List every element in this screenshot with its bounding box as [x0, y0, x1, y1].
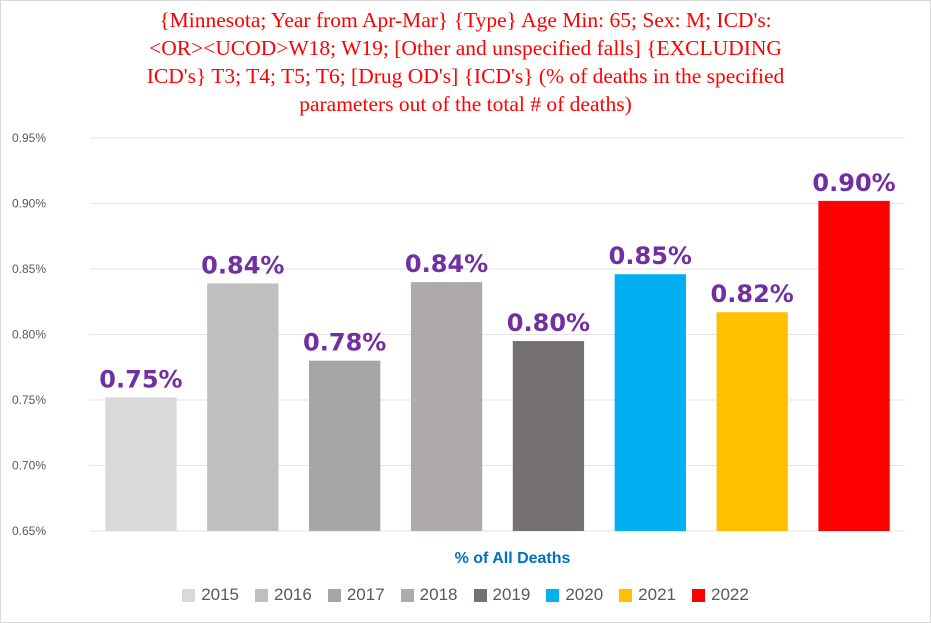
- legend-label: 2016: [274, 585, 312, 604]
- legend-label: 2020: [565, 585, 604, 604]
- data-label: 0.80%: [507, 309, 590, 337]
- legend-item: 2017: [327, 585, 385, 605]
- legend-item: 2021: [619, 585, 676, 605]
- y-tick-label: 0.95%: [12, 131, 46, 145]
- x-axis-title: % of All Deaths: [455, 550, 571, 567]
- legend-item: 2018: [400, 585, 458, 605]
- data-label: 0.82%: [711, 280, 794, 308]
- legend-swatch: [327, 588, 341, 602]
- data-label: 0.85%: [609, 242, 692, 270]
- legend-label: 2018: [419, 585, 458, 604]
- legend-label: 2021: [638, 585, 676, 604]
- legend-swatch: [691, 588, 705, 602]
- data-label: 0.78%: [303, 329, 386, 357]
- y-tick-label: 0.65%: [12, 524, 46, 538]
- legend-item: 2022: [691, 585, 749, 605]
- bar-2020: [614, 274, 686, 531]
- chart-title-line: {Minnesota; Year from Apr-Mar} {Type} Ag…: [159, 8, 772, 32]
- chart-title-line: parameters out of the total # of deaths): [299, 92, 632, 116]
- legend-swatch: [473, 588, 487, 602]
- data-label: 0.75%: [99, 365, 182, 393]
- legend-item: 2016: [255, 585, 312, 605]
- bar-2019: [512, 341, 585, 531]
- legend-swatch: [619, 588, 633, 602]
- chart-title-line: <OR><UCOD>W18; W19; [Other and unspecifi…: [149, 36, 782, 60]
- y-tick-label: 0.70%: [12, 459, 46, 473]
- legend-item: 2020: [546, 585, 603, 605]
- legend-item: 2015: [182, 585, 239, 605]
- bar-2021: [716, 312, 788, 531]
- bar-2016: [207, 283, 279, 531]
- data-label: 0.90%: [812, 169, 895, 197]
- bar-2022: [818, 200, 890, 531]
- y-tick-label: 0.85%: [12, 262, 46, 276]
- legend-label: 2022: [710, 585, 749, 604]
- legend-swatch: [546, 588, 560, 602]
- legend-label: 2019: [492, 585, 531, 604]
- chart-title: {Minnesota; Year from Apr-Mar} {Type} Ag…: [40, 6, 891, 118]
- bar-2015: [105, 397, 177, 531]
- legend-swatch: [255, 588, 269, 602]
- legend-label: 2017: [346, 585, 385, 604]
- y-tick-label: 0.90%: [12, 197, 46, 211]
- data-label: 0.84%: [201, 251, 284, 279]
- y-tick-label: 0.75%: [12, 393, 46, 407]
- legend-swatch: [400, 588, 414, 602]
- legend-swatch: [182, 588, 196, 602]
- chart-title-line: ICD's} T3; T4; T5; T6; [Drug OD's] {ICD'…: [146, 64, 785, 88]
- y-tick-label: 0.80%: [12, 328, 46, 342]
- bar-2018: [410, 282, 483, 531]
- legend-item: 2019: [473, 585, 531, 605]
- data-label: 0.84%: [405, 250, 488, 278]
- legend-label: 2015: [201, 585, 240, 604]
- bar-2017: [309, 360, 381, 531]
- legend: 2015 2016 2017 2018 2019 2020 2021 2022: [0, 585, 931, 605]
